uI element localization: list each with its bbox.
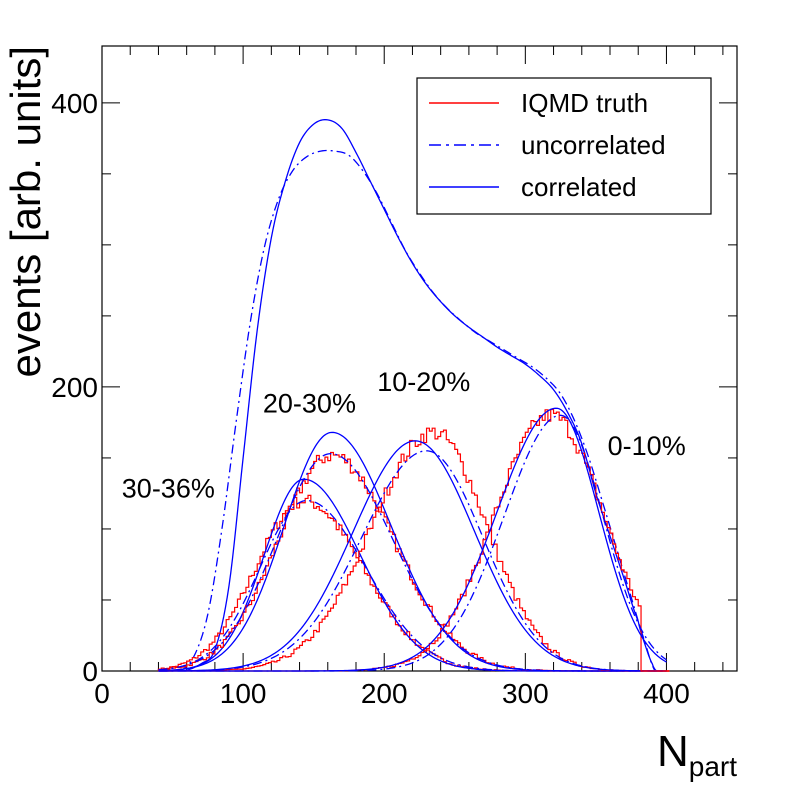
legend-box xyxy=(416,77,712,215)
x-axis-label-sub: part xyxy=(689,751,737,782)
x-tick-label: 0 xyxy=(94,678,110,709)
class-label: 20-30% xyxy=(263,388,356,418)
legend-label: IQMD truth xyxy=(521,88,648,118)
class-label: 0-10% xyxy=(608,431,686,461)
correlated-line-10-20pct xyxy=(158,440,667,672)
uncorrelated-line-20-30pct xyxy=(158,453,667,672)
x-tick-label: 200 xyxy=(361,678,408,709)
x-axis-label: Npart xyxy=(657,727,737,782)
class-label: 10-20% xyxy=(377,367,470,397)
legend-label: correlated xyxy=(521,172,637,202)
y-tick-label: 400 xyxy=(51,88,98,119)
uncorrelated-line-10-20pct xyxy=(158,450,667,672)
x-axis-label-main: N xyxy=(657,727,689,776)
y-tick-label: 200 xyxy=(51,372,98,403)
uncorrelated-line-30-36pct xyxy=(158,499,667,672)
plot-frame xyxy=(101,45,738,672)
legend-label: uncorrelated xyxy=(521,130,666,160)
x-tick-label: 400 xyxy=(643,678,690,709)
x-tick-label: 300 xyxy=(502,678,549,709)
truth-histogram-20-30pct xyxy=(157,451,670,672)
y-axis-label: events [arb. units] xyxy=(2,46,49,378)
class-label: 30-36% xyxy=(122,474,215,504)
truth-histogram-10-20pct xyxy=(157,427,670,672)
total-uncorrelated-line xyxy=(179,149,656,672)
y-tick-label: 0 xyxy=(82,656,98,687)
correlated-line-20-30pct xyxy=(158,431,667,672)
x-tick-label: 100 xyxy=(220,678,267,709)
correlated-line-0-10pct xyxy=(158,407,667,672)
